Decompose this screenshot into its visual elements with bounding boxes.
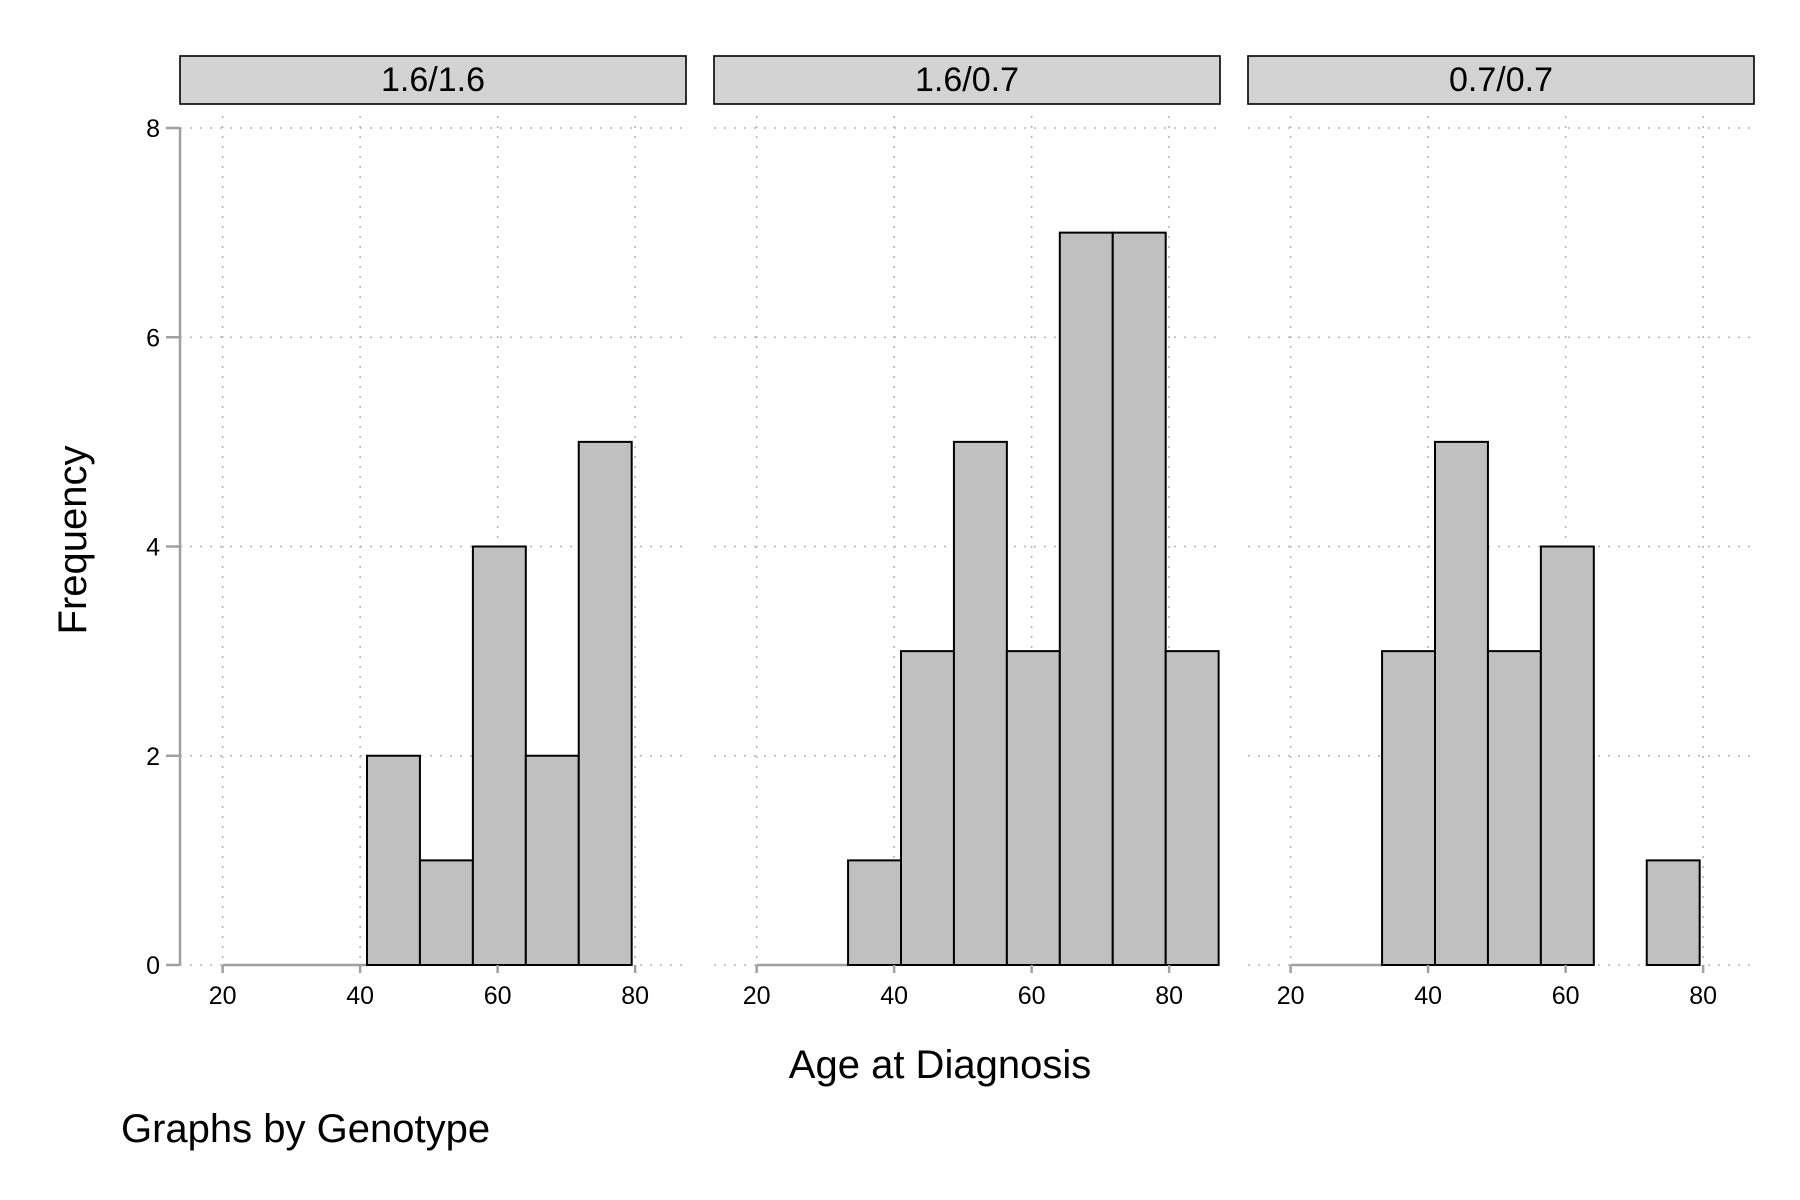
- x-tick-label: 40: [1414, 982, 1442, 1010]
- panels: 1.6/1.620 40 60 801.6/0.720 40 60 800.7/0.720 4…: [146, 55, 1755, 1010]
- histogram-bar: [900, 650, 955, 966]
- histogram-bar: [1486, 650, 1542, 966]
- y-tick-label: 0: [146, 952, 160, 980]
- x-tick-label: 60: [1552, 982, 1580, 1010]
- graphs-by-note: Graphs by Genotype: [121, 1107, 490, 1151]
- y-tick-label: 6: [146, 324, 160, 352]
- panel-1: 1.6/1.6 20 40 60 80: [179, 55, 687, 1010]
- histogram-bar: [471, 545, 527, 966]
- histogram-bar: [952, 440, 1008, 966]
- histogram-bar: [1058, 231, 1114, 966]
- panel-strip-label: 0.7/0.7: [1449, 61, 1553, 99]
- histogram-bar: [1005, 650, 1061, 966]
- x-tick-label: 80: [621, 982, 649, 1010]
- panel-2: 1.6/0.7 20 40 60 80: [713, 55, 1221, 1010]
- histogram-bar: [1111, 231, 1167, 966]
- x-tick-label: 40: [346, 982, 374, 1010]
- x-tick-label: 80: [1689, 982, 1717, 1010]
- panel-3: 0.7/0.7 20 40 60 80: [1247, 55, 1755, 1010]
- x-tick-label: 20: [743, 982, 771, 1010]
- histogram-bar: [1381, 650, 1436, 966]
- x-tick-label: 20: [1277, 982, 1305, 1010]
- x-axis-title: Age at Diagnosis: [789, 1043, 1091, 1087]
- y-axis-title: Frequency: [51, 446, 95, 635]
- x-tick-label: 40: [880, 982, 908, 1010]
- panel-strip: [713, 55, 1221, 105]
- panel-strip: [179, 55, 687, 105]
- histogram-bar: [1645, 859, 1701, 966]
- panel-strip-label: 1.6/1.6: [381, 61, 485, 99]
- histogram-bar: [418, 859, 474, 966]
- histogram-bar: [366, 754, 421, 966]
- y-tick-label: 4: [146, 534, 160, 562]
- panel-strip-label: 1.6/0.7: [915, 61, 1019, 99]
- x-tick-label: 60: [1018, 982, 1046, 1010]
- histogram-bar: [1539, 545, 1595, 966]
- y-axis: 0 2 4 6 8: [146, 115, 182, 980]
- y-tick-label: 2: [146, 743, 160, 771]
- histogram-bar: [847, 859, 902, 966]
- x-tick-label: 20: [209, 982, 237, 1010]
- panel-strip: [1247, 55, 1755, 105]
- histogram-bar: [524, 754, 580, 966]
- histogram-bar: [1164, 650, 1220, 966]
- histogram-bar: [1434, 440, 1489, 966]
- y-tick-label: 8: [146, 115, 160, 143]
- x-tick-label: 60: [484, 982, 512, 1010]
- histogram-bar: [577, 440, 633, 966]
- x-tick-label: 80: [1155, 982, 1183, 1010]
